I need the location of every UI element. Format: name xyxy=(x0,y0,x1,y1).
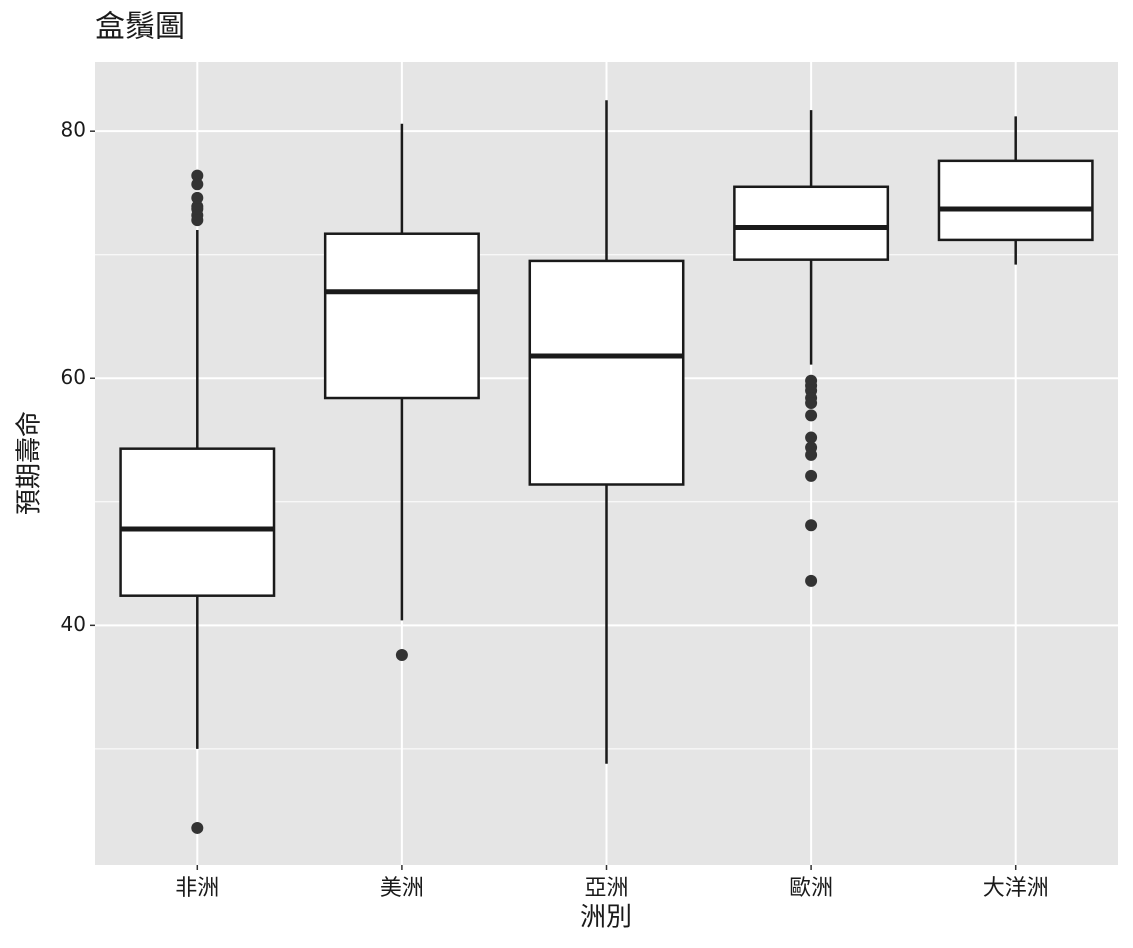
x-tick-label: 美洲 xyxy=(380,876,424,901)
outlier xyxy=(191,169,204,182)
x-axis-title: 洲別 xyxy=(580,903,632,933)
outlier xyxy=(805,519,818,532)
box xyxy=(528,259,685,486)
box xyxy=(733,185,890,261)
outlier xyxy=(805,448,818,461)
chart-title: 盒鬚圖 xyxy=(95,10,185,45)
y-tick-label: 60 xyxy=(61,365,86,389)
y-axis-title: 預期壽命 xyxy=(15,411,45,515)
box xyxy=(323,232,480,400)
x-tick-label: 亞洲 xyxy=(584,876,628,901)
outlier xyxy=(191,214,204,227)
outlier xyxy=(805,574,818,587)
box xyxy=(119,447,276,597)
y-tick-label: 40 xyxy=(61,612,86,636)
x-tick-label: 非洲 xyxy=(175,876,219,901)
outlier xyxy=(191,191,204,204)
outlier xyxy=(191,821,204,834)
x-tick-label: 大洋洲 xyxy=(983,876,1049,901)
outlier xyxy=(395,648,408,661)
box xyxy=(937,159,1094,242)
x-tick-label: 歐洲 xyxy=(789,876,833,901)
outlier xyxy=(191,178,204,191)
outlier xyxy=(805,469,818,482)
outlier xyxy=(805,396,818,409)
outlier xyxy=(805,431,818,444)
y-tick-label: 80 xyxy=(61,118,86,142)
outlier xyxy=(805,409,818,422)
